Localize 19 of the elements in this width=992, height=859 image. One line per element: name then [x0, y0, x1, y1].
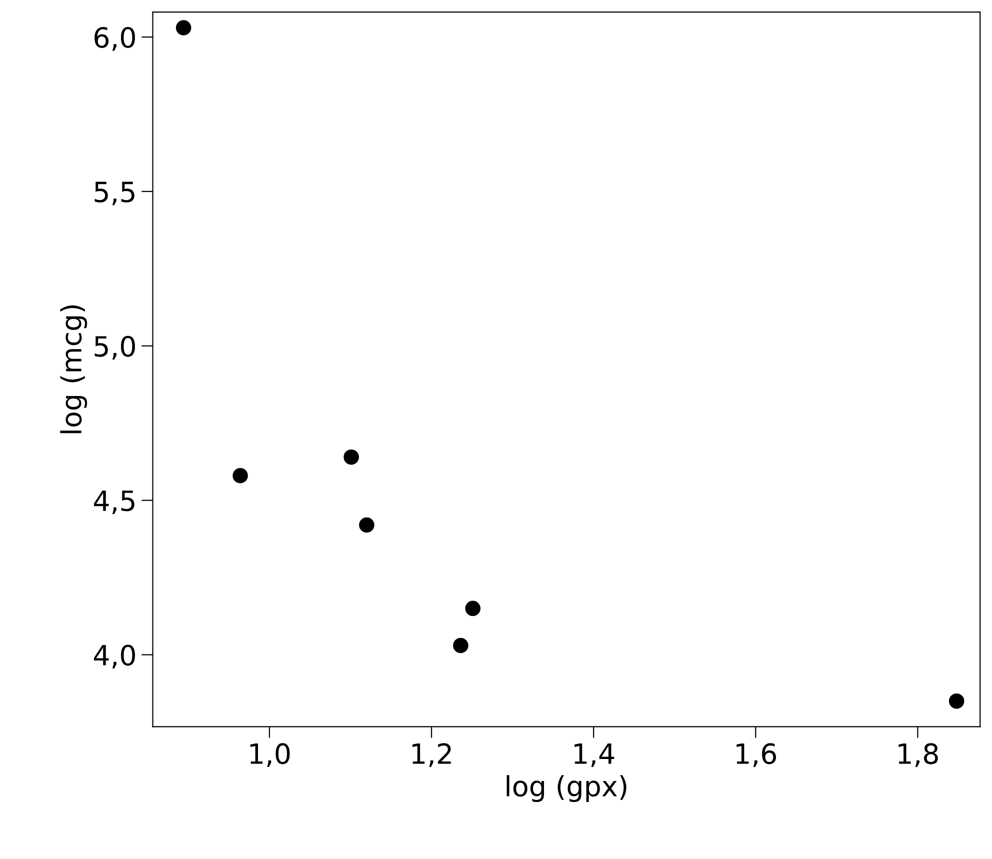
x-tick-label: 1,8 — [898, 743, 938, 768]
point — [453, 638, 468, 654]
x-tick-label: 1,2 — [412, 743, 451, 768]
point — [465, 600, 480, 616]
y-tick-label: 6,0 — [94, 26, 135, 51]
y-tick-label: 5,5 — [94, 182, 134, 206]
y-tick-label: 5,0 — [94, 336, 135, 360]
y-axis-title: log (mcg) — [60, 305, 88, 434]
x-tick-label: 1,4 — [574, 744, 614, 768]
point — [176, 20, 192, 36]
point — [359, 517, 374, 533]
point — [344, 449, 359, 465]
x-axis-title: log (gpx) — [506, 775, 626, 802]
x-tick-label: 1,6 — [736, 743, 776, 768]
x-tick-label: 1,0 — [250, 743, 290, 768]
y-tick-label: 4,5 — [94, 490, 134, 514]
point — [948, 693, 964, 709]
point — [232, 468, 248, 484]
y-tick-label: 4,0 — [94, 644, 135, 669]
